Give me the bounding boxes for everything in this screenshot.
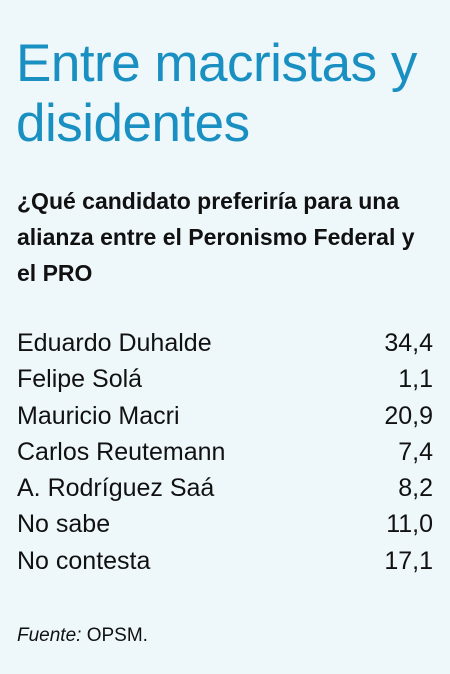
table-row: Mauricio Macri 20,9	[17, 398, 433, 434]
row-label: No sabe	[17, 510, 111, 539]
row-value: 8,2	[398, 474, 433, 503]
table-row: No sabe 11,0	[17, 506, 433, 542]
row-label: No contesta	[17, 546, 151, 575]
chart-subtitle: ¿Qué candidato preferiría para una alian…	[17, 188, 415, 286]
row-value: 34,4	[384, 329, 433, 357]
source-text: OPSM.	[86, 625, 148, 646]
row-label: Mauricio Macri	[17, 401, 180, 430]
row-label: A. Rodríguez Saá	[17, 474, 215, 503]
source-note: Fuente: OPSM.	[17, 622, 148, 650]
table-row: Felipe Solá 1,1	[17, 361, 433, 397]
row-label: Felipe Solá	[17, 365, 143, 394]
table-row: A. Rodríguez Saá 8,2	[17, 470, 433, 506]
table-row: Carlos Reutemann 7,4	[17, 434, 433, 470]
source-label: Fuente:	[17, 625, 82, 646]
row-value: 7,4	[398, 437, 433, 466]
table-row: Eduardo Duhalde 34,4	[17, 325, 433, 361]
table-row: No contesta 17,1	[17, 543, 433, 579]
results-table: Eduardo Duhalde 34,4 Felipe Solá 1,1 Maurici…	[17, 325, 433, 579]
row-label: Carlos Reutemann	[17, 437, 226, 466]
row-label: Eduardo Duhalde	[17, 329, 212, 357]
row-value: 1,1	[398, 365, 433, 394]
row-value: 11,0	[386, 510, 433, 539]
chart-title: Entre macristas y disidentes	[16, 34, 417, 153]
row-value: 17,1	[384, 546, 433, 575]
row-value: 20,9	[384, 401, 433, 430]
